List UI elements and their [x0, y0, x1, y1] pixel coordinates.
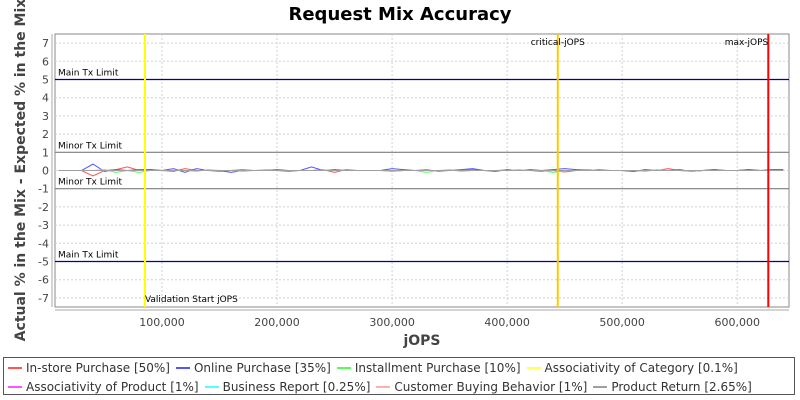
x-tick-label: 600,000	[714, 316, 760, 329]
legend-label: Online Purchase [35%]	[193, 360, 331, 375]
legend-swatch	[175, 366, 190, 369]
x-tick-label: 100,000	[139, 316, 185, 329]
x-tick-label: 200,000	[254, 316, 300, 329]
y-tick-label: 6	[42, 55, 49, 68]
y-tick-label: 5	[42, 74, 49, 87]
legend-swatch	[204, 385, 219, 388]
limit-label: Main Tx Limit	[58, 251, 119, 261]
legend-label: Associativity of Category [0.1%]	[544, 360, 738, 375]
limit-label: Minor Tx Limit	[58, 141, 123, 151]
limit-label: Minor Tx Limit	[58, 178, 123, 188]
legend-swatch	[376, 385, 391, 388]
y-tick-label: -3	[38, 219, 49, 232]
legend-item: Associativity of Product [1%]	[8, 380, 199, 394]
x-tick-label: 500,000	[599, 316, 645, 329]
legend-label: Associativity of Product [1%]	[26, 379, 199, 394]
y-tick-label: -5	[38, 256, 49, 269]
y-tick-label: -1	[38, 183, 49, 196]
legend-item: Customer Buying Behavior [1%]	[376, 380, 587, 394]
y-tick-label: 3	[42, 110, 49, 123]
legend-swatch	[593, 385, 608, 388]
legend-label: Business Report [0.25%]	[222, 379, 371, 394]
marker-label: critical-jOPS	[531, 38, 585, 48]
legend-label: Product Return [2.65%]	[611, 379, 752, 394]
y-tick-label: -6	[38, 274, 49, 287]
y-tick-label: -7	[38, 292, 49, 305]
x-tick-label: 300,000	[369, 316, 415, 329]
chart: Request Mix Accuracy Main Tx Limit Minor …	[13, 0, 790, 349]
legend-item: In-store Purchase [50%]	[8, 361, 170, 375]
legend-item: Business Report [0.25%]	[204, 379, 371, 394]
y-tick-label: 2	[42, 128, 49, 141]
legend-label: Installment Purchase [10%]	[354, 360, 521, 375]
marker-label: Validation Start jOPS	[145, 295, 238, 305]
y-tick-label: 1	[42, 146, 49, 159]
legend: In-store Purchase [50%] Online Purchase […	[3, 357, 795, 395]
legend-swatch	[526, 366, 541, 369]
x-axis-label: jOPS	[402, 333, 440, 349]
legend-label: Customer Buying Behavior [1%]	[394, 379, 588, 394]
legend-swatch	[8, 366, 22, 369]
legend-swatch	[8, 385, 22, 388]
y-tick-label: -2	[38, 201, 49, 214]
legend-item: Product Return [2.65%]	[593, 380, 752, 394]
limit-label: Main Tx Limit	[58, 69, 119, 79]
legend-item: Associativity of Category [0.1%]	[526, 360, 738, 375]
y-tick-label: 7	[42, 37, 49, 50]
y-axis-label: Actual % in the Mix - Expected % in the …	[13, 0, 29, 341]
legend-item: Installment Purchase [10%]	[336, 360, 521, 375]
legend-label: In-store Purchase [50%]	[26, 360, 170, 375]
y-tick-label: -4	[38, 237, 49, 250]
marker-label: max-jOPS	[725, 38, 769, 48]
legend-swatch	[336, 366, 351, 369]
legend-item: Online Purchase [35%]	[175, 360, 331, 375]
x-tick-label: 400,000	[484, 316, 530, 329]
y-tick-label: 4	[42, 92, 49, 105]
y-tick-label: 0	[42, 165, 49, 178]
chart-title: Request Mix Accuracy	[288, 4, 511, 25]
